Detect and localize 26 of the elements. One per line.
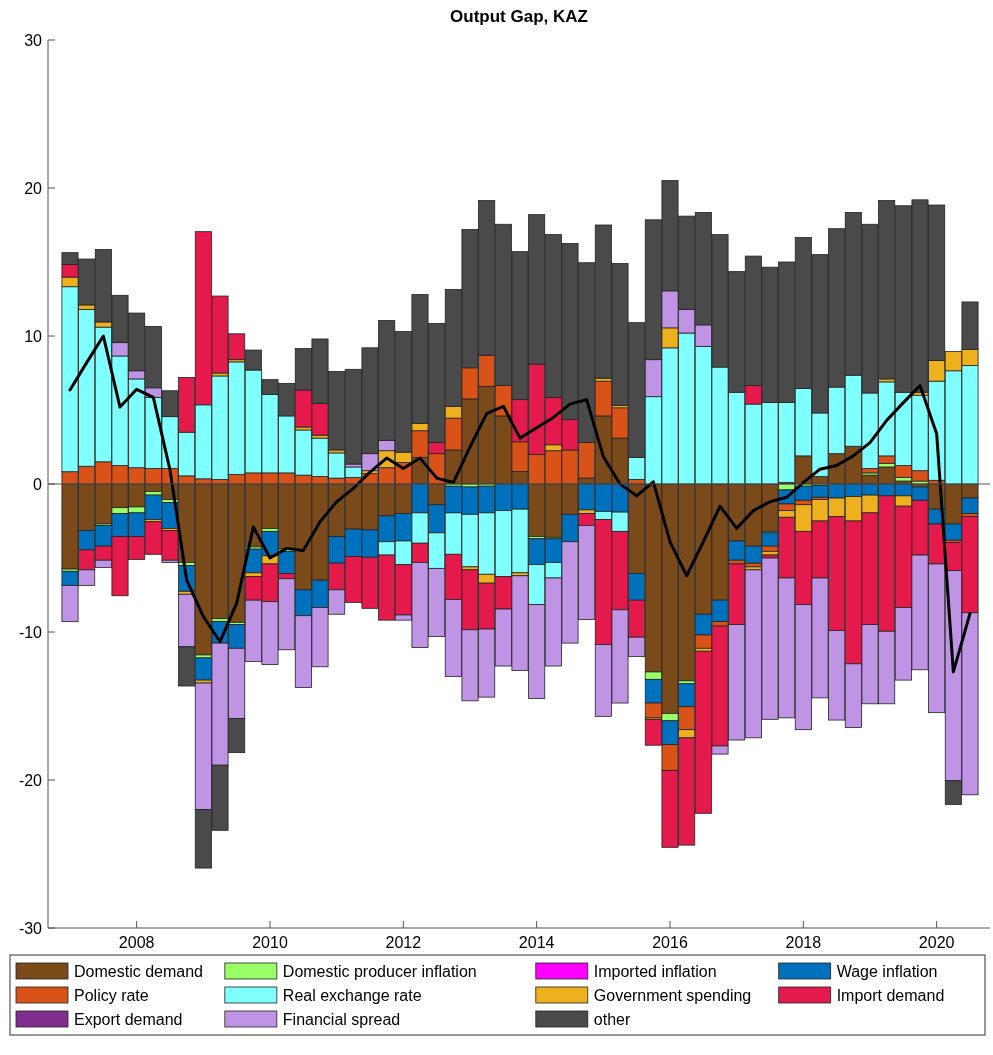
- y-tick-label: 20: [24, 179, 43, 197]
- x-tick-label: 2008: [118, 934, 155, 951]
- x-tick-label: 2014: [518, 934, 555, 951]
- legend-label: Real exchange rate: [282, 986, 422, 1004]
- x-tick-label: 2020: [918, 934, 955, 951]
- legend-label: Import demand: [836, 986, 945, 1004]
- x-tick-label: 2012: [385, 934, 422, 951]
- legend-label: other: [593, 1010, 631, 1028]
- y-tick-label: -30: [18, 919, 43, 937]
- legend-label: Policy rate: [74, 986, 149, 1004]
- y-tick-label: 10: [24, 327, 43, 345]
- legend-label: Financial spread: [282, 1010, 401, 1028]
- y-tick-label: 30: [24, 31, 43, 49]
- x-tick-label: 2010: [252, 934, 288, 951]
- x-tick-label: 2016: [652, 934, 688, 951]
- y-tick-label: -10: [18, 623, 43, 641]
- legend-label: Imported inflation: [593, 962, 717, 980]
- y-tick-label: 0: [33, 475, 43, 493]
- x-tick-label: 2018: [785, 934, 822, 951]
- y-tick-label: -20: [18, 771, 43, 789]
- chart-title: Output Gap, KAZ: [450, 7, 588, 26]
- legend-label: Wage inflation: [836, 962, 938, 980]
- legend-label: Domestic producer inflation: [282, 962, 477, 980]
- legend-label: Government spending: [593, 986, 752, 1004]
- legend-label: Domestic demand: [74, 962, 203, 980]
- legend-label: Export demand: [74, 1010, 183, 1028]
